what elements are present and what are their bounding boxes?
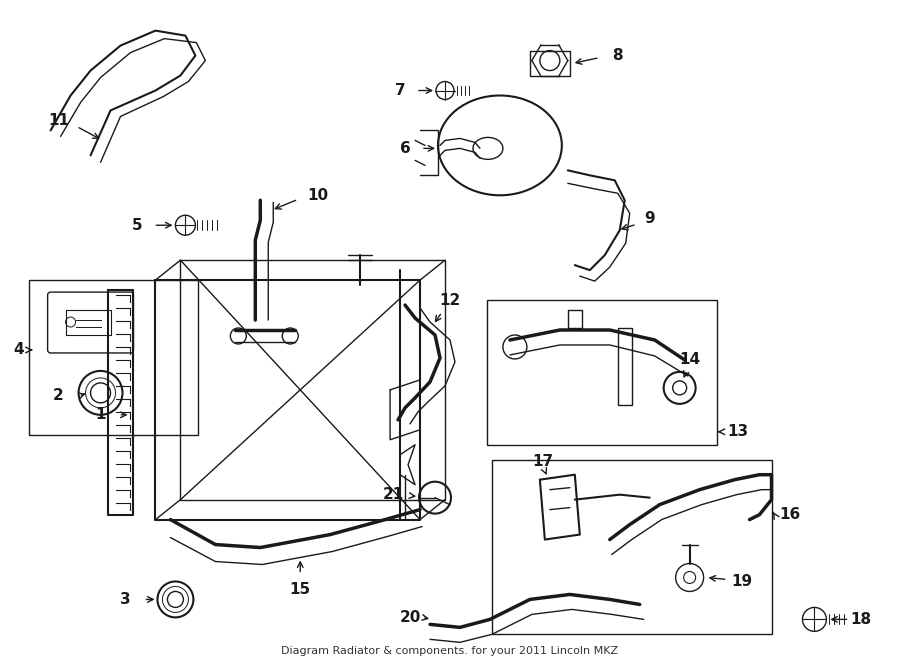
- Text: 1: 1: [95, 407, 106, 422]
- Text: 15: 15: [290, 582, 310, 597]
- Text: 16: 16: [778, 507, 800, 522]
- Text: 21: 21: [382, 487, 404, 502]
- Text: 4: 4: [14, 342, 24, 358]
- Bar: [487, 300, 716, 445]
- Text: 8: 8: [612, 48, 623, 63]
- Text: 11: 11: [48, 113, 69, 128]
- Bar: [492, 460, 771, 635]
- Text: 3: 3: [121, 592, 130, 607]
- Text: 17: 17: [532, 454, 554, 469]
- Text: 20: 20: [400, 610, 420, 625]
- Text: 9: 9: [644, 211, 655, 226]
- Text: 19: 19: [731, 574, 752, 589]
- Text: 5: 5: [132, 217, 143, 233]
- Text: 7: 7: [395, 83, 405, 98]
- Text: 10: 10: [308, 188, 328, 203]
- Text: 2: 2: [53, 389, 64, 403]
- Text: 18: 18: [850, 612, 872, 627]
- Text: 12: 12: [439, 293, 461, 307]
- Bar: [29, 280, 198, 435]
- Text: Diagram Radiator & components. for your 2011 Lincoln MKZ: Diagram Radiator & components. for your …: [282, 646, 618, 656]
- Text: 14: 14: [680, 352, 700, 368]
- Text: 13: 13: [727, 424, 748, 440]
- Text: 6: 6: [400, 141, 410, 156]
